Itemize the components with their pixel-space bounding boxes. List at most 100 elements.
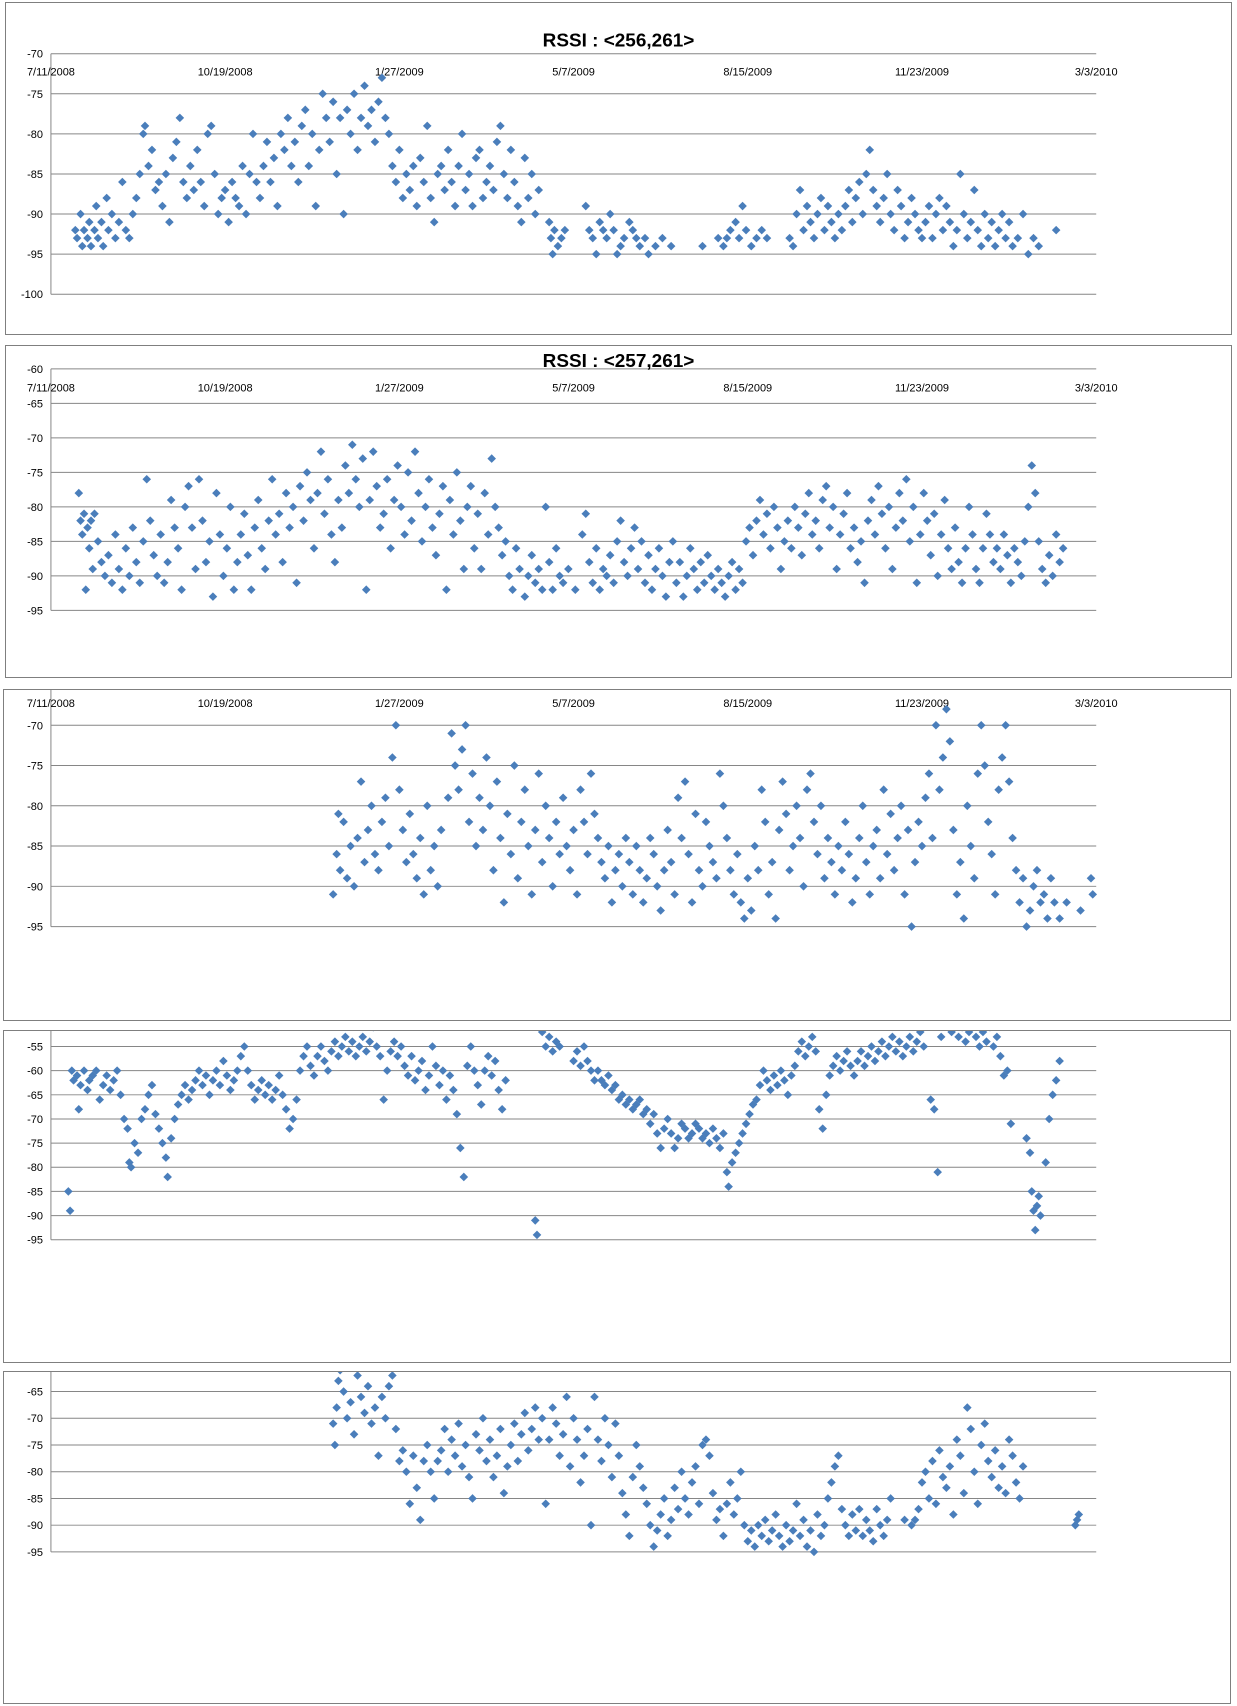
data-point	[140, 121, 150, 131]
data-point	[494, 1085, 503, 1095]
scatter-chart: -50-55-60-65-70-75-80-85-90-957/11/20081…	[27, 1372, 1097, 1559]
data-point	[663, 825, 672, 835]
data-point	[320, 509, 329, 519]
data-point	[886, 209, 895, 219]
data-point	[790, 1061, 800, 1071]
data-point	[797, 1037, 807, 1046]
data-point	[130, 1138, 139, 1148]
data-point	[84, 217, 94, 227]
data-point	[886, 809, 895, 819]
data-point	[473, 509, 483, 519]
data-point	[499, 169, 509, 179]
data-point	[327, 1047, 336, 1056]
data-point	[402, 1467, 411, 1477]
data-point	[994, 1483, 1003, 1493]
data-point	[288, 502, 298, 512]
data-point	[346, 841, 355, 851]
data-point	[900, 890, 909, 899]
data-point	[811, 516, 821, 525]
data-point	[733, 1494, 742, 1503]
y-tick-label: -60	[27, 364, 43, 376]
data-point	[889, 225, 899, 235]
data-point	[118, 177, 127, 187]
data-point	[902, 1042, 911, 1051]
data-point	[292, 578, 301, 588]
data-point	[121, 544, 131, 553]
data-point	[652, 1526, 662, 1535]
data-point	[814, 544, 824, 553]
data-point	[374, 865, 383, 875]
data-point	[457, 745, 467, 754]
data-point	[466, 1042, 476, 1051]
data-point	[942, 201, 951, 211]
data-point	[530, 209, 540, 219]
data-point	[433, 169, 442, 179]
data-point	[1029, 233, 1038, 243]
data-point	[604, 1071, 613, 1080]
data-point	[698, 882, 707, 891]
data-point	[642, 873, 652, 883]
data-point	[947, 564, 956, 574]
data-point	[206, 121, 216, 131]
data-point	[764, 890, 773, 899]
data-point	[860, 578, 869, 588]
data-point	[743, 1536, 753, 1546]
data-point	[1055, 557, 1064, 567]
data-point	[424, 1071, 434, 1080]
data-point	[431, 1061, 441, 1071]
data-point	[278, 1090, 287, 1100]
data-point	[428, 1042, 437, 1051]
data-point	[807, 1032, 817, 1042]
data-point	[757, 225, 767, 235]
data-point	[853, 557, 862, 567]
data-point	[90, 225, 99, 235]
data-point	[159, 578, 169, 588]
data-point	[999, 530, 1009, 539]
data-point	[557, 233, 566, 243]
data-point	[694, 1499, 704, 1509]
data-point	[635, 241, 645, 251]
data-point	[637, 537, 646, 546]
data-point	[825, 523, 834, 532]
data-point	[450, 201, 460, 211]
data-point	[412, 201, 422, 211]
data-point	[713, 564, 723, 574]
data-point	[794, 523, 803, 532]
data-point	[994, 785, 1003, 794]
data-point	[116, 1090, 125, 1100]
data-point	[645, 1119, 655, 1129]
data-point	[1018, 209, 1028, 219]
data-point	[598, 225, 608, 235]
data-point	[513, 1456, 523, 1466]
data-point	[523, 571, 533, 581]
data-point	[201, 557, 211, 567]
data-point	[752, 1095, 761, 1104]
data-point	[485, 1435, 495, 1444]
data-point	[361, 585, 371, 594]
data-point	[138, 129, 148, 139]
data-point	[299, 516, 308, 525]
data-point	[478, 193, 488, 203]
data-point	[544, 217, 554, 227]
data-point	[389, 495, 399, 505]
data-point	[607, 1472, 617, 1482]
data-point	[795, 833, 805, 843]
data-point	[118, 585, 127, 594]
data-point	[544, 833, 554, 843]
data-point	[651, 564, 660, 574]
data-point	[473, 1080, 483, 1090]
data-point	[848, 1510, 857, 1519]
data-point	[147, 1080, 157, 1090]
data-point	[861, 857, 871, 867]
data-point	[327, 530, 336, 539]
data-point	[651, 241, 660, 251]
data-point	[963, 233, 972, 243]
data-point	[638, 1483, 648, 1493]
data-point	[848, 898, 857, 907]
x-tick-label: 3/3/2010	[1075, 698, 1118, 710]
data-point	[854, 177, 864, 187]
data-point	[921, 1467, 930, 1477]
data-point	[490, 502, 500, 512]
data-point	[666, 857, 676, 867]
data-point	[618, 882, 627, 891]
